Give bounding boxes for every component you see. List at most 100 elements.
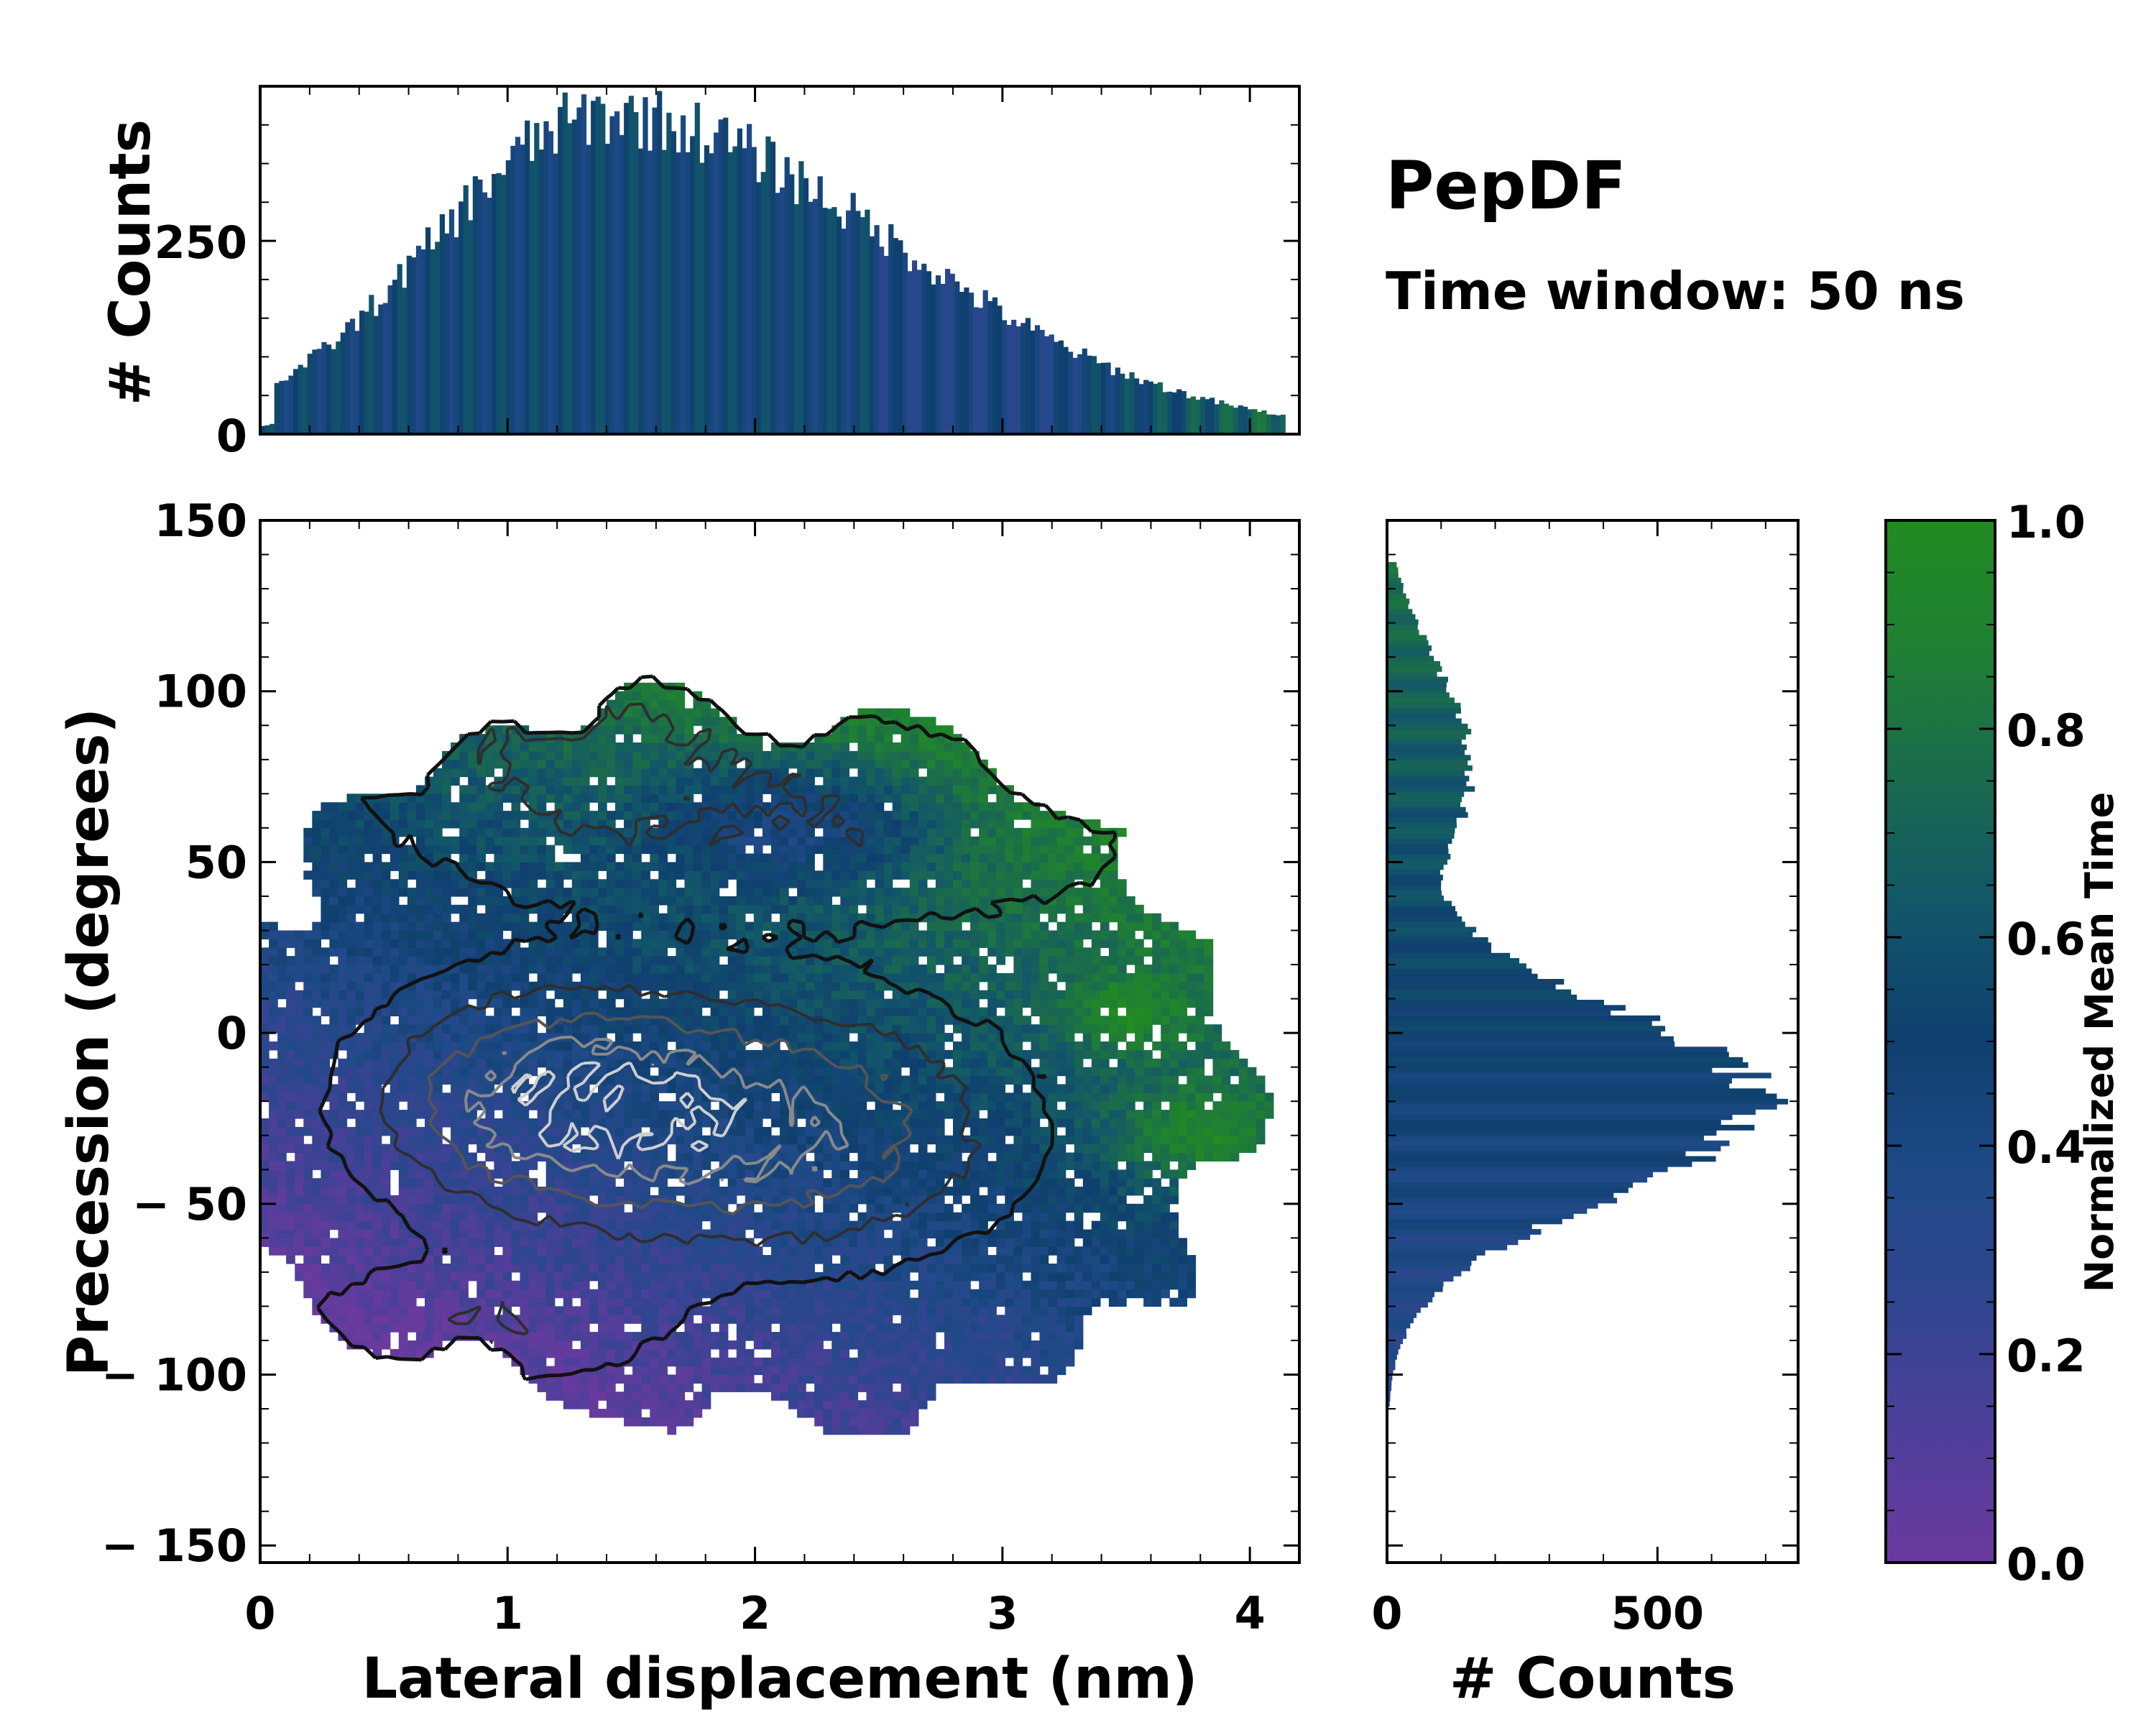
- heatmap-cell: [1204, 1075, 1214, 1085]
- heatmap-cell: [1100, 1075, 1110, 1085]
- heatmap-cell: [909, 1357, 919, 1367]
- heatmap-cell: [797, 990, 806, 1000]
- heatmap-cell: [554, 1238, 564, 1247]
- heatmap-cell: [1108, 1289, 1118, 1299]
- heatmap-cell: [944, 1297, 954, 1307]
- heatmap-cell: [329, 1110, 339, 1119]
- heatmap-cell: [953, 1135, 962, 1145]
- heatmap-cell: [476, 981, 486, 991]
- heatmap-cell: [875, 1220, 885, 1230]
- heatmap-cell: [788, 1024, 798, 1034]
- heatmap-cell: [511, 1289, 521, 1299]
- heatmap-cell: [866, 1366, 876, 1376]
- heatmap-cell: [571, 1238, 581, 1247]
- heatmap-cell: [1118, 1289, 1127, 1299]
- heatmap-cell: [269, 972, 278, 983]
- heatmap-cell: [277, 1212, 287, 1222]
- heatmap-cell: [1091, 1110, 1101, 1119]
- heatmap-cell: [780, 1238, 789, 1247]
- heatmap-cell: [693, 1271, 703, 1282]
- heatmap-cell: [814, 1058, 824, 1068]
- heatmap-cell: [996, 1187, 1005, 1196]
- heatmap-cell: [286, 1067, 295, 1077]
- heatmap-cell: [589, 1409, 599, 1418]
- heatmap-cell: [459, 990, 469, 1000]
- heatmap-cell: [806, 1348, 815, 1358]
- heatmap-cell: [979, 1203, 988, 1213]
- heatmap-cell: [624, 1126, 633, 1136]
- heatmap-cell: [571, 1323, 581, 1333]
- heatmap-cell: [918, 998, 928, 1008]
- heatmap-cell: [598, 1348, 607, 1358]
- heatmap-cell: [1187, 1033, 1197, 1042]
- heatmap-cell: [277, 1084, 287, 1093]
- heatmap-cell: [953, 1178, 962, 1187]
- heatmap-cell: [459, 981, 469, 991]
- heatmap-cell: [433, 1246, 443, 1256]
- heatmap-cell: [823, 1255, 832, 1264]
- heatmap-cell: [935, 1007, 945, 1016]
- heatmap-cell: [624, 1340, 633, 1350]
- heatmap-cell: [650, 1417, 659, 1427]
- heatmap-cell: [996, 1092, 1005, 1102]
- heatmap-cell: [806, 1007, 815, 1016]
- heatmap-cell: [1031, 1323, 1041, 1333]
- heatmap-cell: [338, 1067, 348, 1077]
- heatmap-cell: [650, 1084, 659, 1093]
- heatmap-cell: [425, 1033, 434, 1042]
- heatmap-cell: [485, 1246, 494, 1256]
- heatmap-cell: [909, 1264, 919, 1273]
- heatmap-cell: [762, 1332, 772, 1341]
- heatmap-cell: [312, 1092, 321, 1102]
- heatmap-cell: [953, 1152, 962, 1162]
- heatmap-cell: [580, 1178, 590, 1187]
- heatmap-cell: [658, 1246, 668, 1256]
- heatmap-cell: [788, 1246, 798, 1256]
- heatmap-cell: [580, 972, 590, 983]
- heatmap-cell: [840, 1033, 849, 1042]
- heatmap-cell: [641, 1152, 650, 1162]
- heatmap-cell: [415, 1348, 425, 1358]
- heatmap-cell: [329, 1033, 339, 1042]
- heatmap-cell: [312, 1289, 321, 1299]
- heatmap-cell: [442, 1058, 451, 1068]
- heatmap-cell: [502, 1238, 512, 1247]
- heatmap-cell: [953, 981, 962, 991]
- heatmap-cell: [849, 1255, 859, 1264]
- heatmap-cell: [295, 1144, 304, 1154]
- heatmap-cell: [892, 1306, 902, 1315]
- heatmap-cell: [780, 1135, 789, 1145]
- heatmap-cell: [840, 1315, 849, 1324]
- heatmap-cell: [260, 1195, 270, 1205]
- heatmap-cell: [900, 1092, 911, 1102]
- heatmap-cell: [650, 1246, 659, 1256]
- heatmap-cell: [425, 1178, 434, 1187]
- heatmap-cell: [797, 1323, 806, 1333]
- heatmap-cell: [727, 1374, 737, 1384]
- heatmap-cell: [753, 1016, 763, 1025]
- heatmap-cell: [745, 1007, 755, 1016]
- heatmap-cell: [277, 1007, 287, 1016]
- heatmap-cell: [459, 1280, 469, 1290]
- heatmap-cell: [962, 1289, 971, 1299]
- heatmap-cell: [632, 1187, 642, 1196]
- heatmap-cell: [269, 1220, 278, 1230]
- heatmap-cell: [1152, 1229, 1161, 1238]
- heatmap-cell: [849, 1383, 859, 1392]
- heatmap-cell: [710, 1306, 720, 1315]
- heatmap-cell: [658, 1417, 668, 1427]
- heatmap-cell: [355, 1271, 365, 1282]
- heatmap-cell: [346, 1101, 356, 1110]
- heatmap-cell: [346, 965, 356, 974]
- heatmap-cell: [277, 1238, 287, 1247]
- heatmap-cell: [857, 990, 867, 1000]
- heatmap-cell: [771, 1383, 780, 1392]
- heatmap-cell: [545, 1315, 556, 1324]
- heatmap-cell: [615, 1007, 625, 1016]
- heatmap-cell: [1178, 1264, 1187, 1273]
- heatmap-cell: [390, 1229, 400, 1238]
- heatmap-cell: [866, 1297, 876, 1307]
- heatmap-cell: [1247, 1118, 1257, 1128]
- heatmap-cell: [1065, 1246, 1075, 1256]
- heatmap-cell: [658, 965, 668, 974]
